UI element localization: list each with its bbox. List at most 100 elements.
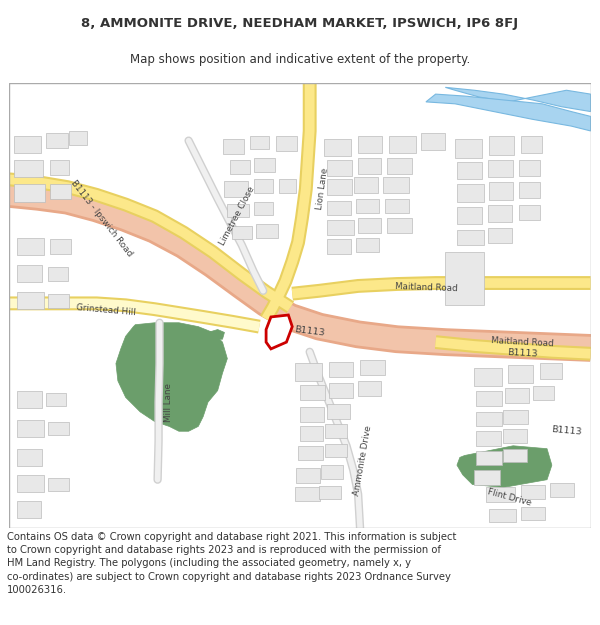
Bar [521, 507, 545, 521]
Bar [324, 139, 352, 156]
Bar [360, 359, 385, 375]
Bar [300, 426, 323, 441]
Bar [17, 449, 43, 466]
Bar [540, 363, 562, 379]
Bar [223, 139, 244, 154]
Bar [300, 385, 325, 400]
Bar [254, 202, 273, 215]
Bar [256, 224, 278, 238]
Bar [50, 239, 71, 254]
Bar [457, 230, 484, 245]
Bar [421, 133, 445, 150]
Bar [356, 238, 379, 252]
Bar [278, 179, 296, 193]
Bar [488, 204, 512, 222]
Bar [486, 488, 515, 502]
Bar [325, 424, 347, 438]
Bar [17, 238, 44, 255]
Polygon shape [208, 329, 224, 339]
Text: Lion Lane: Lion Lane [316, 168, 330, 211]
Bar [505, 388, 529, 403]
Text: B1113: B1113 [508, 349, 538, 359]
Bar [387, 158, 412, 174]
Polygon shape [266, 315, 292, 349]
Bar [296, 468, 320, 482]
Bar [475, 470, 500, 484]
Text: Maitland Road: Maitland Road [491, 336, 554, 348]
Bar [476, 391, 502, 406]
Bar [358, 136, 382, 153]
Bar [503, 429, 527, 443]
Bar [519, 182, 540, 198]
Bar [70, 131, 87, 144]
Bar [356, 199, 379, 213]
Bar [358, 381, 382, 396]
Bar [455, 139, 482, 158]
Bar [50, 160, 70, 174]
Bar [476, 412, 502, 426]
Bar [488, 228, 512, 243]
Bar [327, 404, 350, 419]
Polygon shape [445, 88, 590, 111]
Bar [230, 160, 250, 174]
Bar [250, 136, 269, 149]
Bar [48, 478, 70, 491]
Bar [476, 431, 500, 446]
Bar [46, 133, 68, 148]
Bar [17, 419, 44, 437]
Bar [254, 179, 273, 193]
Bar [521, 136, 542, 153]
Bar [17, 475, 44, 492]
Bar [503, 449, 527, 462]
Bar [17, 391, 43, 408]
Bar [17, 292, 44, 309]
Bar [521, 484, 545, 499]
Bar [325, 444, 347, 458]
Text: B1113 - Ipswich Road: B1113 - Ipswich Road [69, 178, 134, 258]
Bar [14, 184, 45, 202]
Bar [387, 218, 412, 232]
Bar [48, 266, 68, 281]
Bar [329, 382, 353, 398]
Text: B1113: B1113 [294, 325, 325, 338]
Bar [489, 509, 516, 522]
Bar [519, 160, 540, 176]
Bar [17, 501, 41, 519]
Bar [383, 177, 409, 193]
Bar [385, 199, 409, 213]
Bar [358, 218, 382, 232]
Polygon shape [457, 446, 552, 488]
Bar [550, 482, 574, 497]
Bar [457, 206, 482, 224]
Bar [295, 488, 320, 501]
Bar [457, 162, 482, 179]
Bar [254, 158, 275, 172]
Bar [17, 264, 43, 282]
Bar [295, 363, 322, 381]
Bar [354, 177, 377, 193]
Bar [14, 160, 43, 177]
Bar [488, 160, 513, 177]
Text: Mill Lane: Mill Lane [164, 382, 173, 422]
Text: Flint Drive: Flint Drive [486, 487, 532, 508]
Text: Map shows position and indicative extent of the property.: Map shows position and indicative extent… [130, 53, 470, 66]
Bar [457, 184, 484, 202]
Bar [329, 361, 353, 377]
Bar [445, 252, 484, 305]
Bar [476, 451, 502, 465]
Bar [533, 386, 554, 400]
Bar [489, 136, 514, 155]
Bar [322, 465, 343, 479]
Bar [232, 226, 251, 239]
Bar [224, 181, 248, 197]
Bar [327, 179, 352, 195]
Bar [48, 294, 70, 308]
Polygon shape [426, 94, 590, 131]
Bar [519, 204, 540, 220]
Bar [475, 368, 502, 386]
Text: Ammonite Drive: Ammonite Drive [352, 424, 374, 496]
Text: Limetree Close: Limetree Close [218, 185, 256, 247]
Bar [358, 158, 382, 174]
Bar [227, 204, 248, 217]
Text: Contains OS data © Crown copyright and database right 2021. This information is : Contains OS data © Crown copyright and d… [7, 532, 457, 595]
